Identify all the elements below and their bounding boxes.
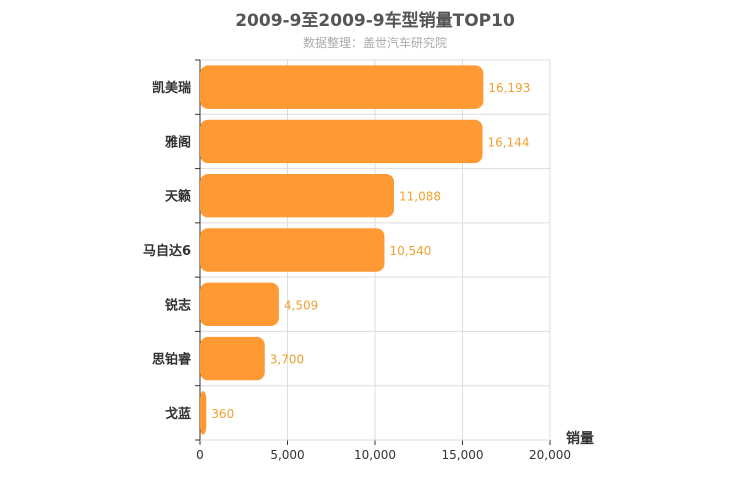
data-label: 16,193 <box>488 81 530 95</box>
category-label: 思铂睿 <box>152 352 192 368</box>
chart-subtitle: 数据整理：盖世汽车研究院 <box>302 36 447 50</box>
x-tick-label: 5,000 <box>270 448 304 462</box>
category-label: 锐志 <box>165 297 191 313</box>
bar <box>200 391 207 435</box>
category-label: 凯美瑞 <box>152 80 191 96</box>
bar <box>200 174 395 218</box>
bars <box>200 65 484 435</box>
data-label: 360 <box>211 407 234 421</box>
x-tick-label: 15,000 <box>442 448 484 462</box>
bar <box>200 228 385 272</box>
bar <box>200 336 265 381</box>
bar <box>200 65 484 109</box>
x-axis-title: 销量 <box>566 430 594 447</box>
data-label: 16,144 <box>488 135 530 149</box>
labels: 0 5,000 10,000 15,000 20,000 凯美瑞 16,193 雅阁 16,14… <box>143 80 571 462</box>
category-label: 雅阁 <box>165 134 191 150</box>
x-tick-label: 20,000 <box>529 448 571 462</box>
x-tick-label: 0 <box>196 448 204 462</box>
bar <box>200 282 279 326</box>
category-label: 戈蓝 <box>165 406 191 422</box>
data-label: 3,700 <box>270 353 304 367</box>
x-tick-label: 10,000 <box>354 448 396 462</box>
bar <box>200 119 483 164</box>
data-label: 11,088 <box>399 190 441 204</box>
chart-title: 2009-9至2009-9车型销量TOP10 <box>235 11 515 31</box>
data-label: 4,509 <box>284 298 318 312</box>
category-label: 天籁 <box>165 189 191 205</box>
data-label: 10,540 <box>389 244 431 258</box>
category-label: 马自达6 <box>143 243 191 259</box>
